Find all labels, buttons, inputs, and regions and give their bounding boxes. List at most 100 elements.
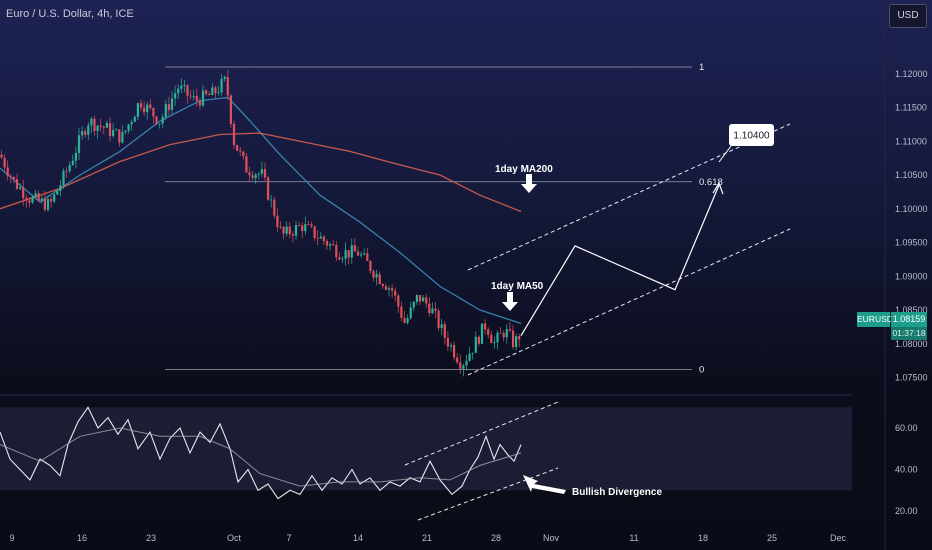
- candle-body: [468, 353, 471, 361]
- candle-body: [431, 308, 434, 314]
- candle-body: [164, 104, 167, 117]
- candle-body: [6, 167, 9, 176]
- ma200-annotation-text: 1day MA200: [495, 164, 553, 175]
- candle-body: [338, 257, 341, 260]
- candle-body: [31, 196, 34, 203]
- price-badge-symbol: EURUSD: [857, 312, 893, 327]
- candle-body: [304, 224, 307, 232]
- candle-body: [260, 169, 263, 174]
- candle-body: [25, 198, 28, 201]
- candle-body: [214, 87, 217, 94]
- candle-body: [418, 295, 422, 302]
- projection-arrowhead: [712, 181, 724, 195]
- channel-upper-line: [467, 123, 791, 271]
- candle-body: [381, 284, 384, 287]
- time-tick-label: Oct: [227, 533, 242, 543]
- candle-body: [502, 333, 505, 338]
- candle-body: [53, 194, 56, 202]
- candle-body: [239, 150, 242, 152]
- candle-body: [257, 173, 260, 175]
- oscillator-tick-label: 20.00: [895, 506, 918, 516]
- candle-body: [372, 271, 375, 278]
- candle-body: [19, 187, 22, 189]
- candle-body: [298, 225, 301, 226]
- candle-body: [15, 179, 19, 189]
- candle-body: [43, 198, 46, 210]
- divergence-arrow-icon: [523, 475, 566, 494]
- candle-body: [263, 169, 267, 178]
- candle-body: [65, 170, 68, 172]
- candle-body: [198, 100, 201, 106]
- candle-body: [344, 250, 347, 259]
- candle-body: [127, 124, 130, 131]
- candle-body: [319, 236, 322, 239]
- candle-body: [403, 317, 406, 323]
- price-tick-label: 1.07500: [895, 373, 928, 383]
- candle-body: [332, 244, 335, 246]
- candle-body: [316, 237, 319, 239]
- candle-body: [99, 125, 102, 127]
- candle-body: [474, 336, 477, 353]
- oscillator-tick-label: 60.00: [895, 423, 918, 433]
- candle-body: [505, 329, 508, 338]
- candle-body: [456, 357, 459, 363]
- time-tick-label: 21: [422, 533, 432, 543]
- candle-body: [118, 129, 121, 143]
- candle-body: [56, 191, 59, 195]
- candle-body: [236, 145, 239, 151]
- candle-body: [81, 131, 84, 136]
- candle-body: [177, 88, 180, 94]
- candle-body: [22, 187, 25, 199]
- candle-body: [484, 323, 487, 330]
- channel-lower-line: [467, 228, 791, 376]
- candle-body: [121, 132, 124, 143]
- candle-body: [130, 121, 133, 125]
- candle-body: [112, 130, 115, 136]
- candle-body: [400, 306, 403, 318]
- candle-body: [251, 175, 254, 179]
- candle-body: [329, 244, 332, 246]
- candle-body: [28, 200, 31, 203]
- candle-body: [437, 310, 440, 328]
- price-tick-label: 1.09000: [895, 271, 928, 281]
- candle-body: [3, 157, 6, 168]
- price-tick-label: 1.10500: [895, 170, 928, 180]
- ma200-arrow-icon: [521, 174, 537, 193]
- candle-body: [422, 297, 425, 302]
- price-tick-label: 1.08500: [895, 305, 928, 315]
- candle-body: [387, 288, 391, 290]
- candle-body: [115, 129, 118, 131]
- candle-body: [465, 360, 468, 366]
- candle-body: [462, 365, 465, 369]
- candle-body: [406, 318, 409, 323]
- candle-body: [136, 103, 139, 117]
- candle-body: [490, 334, 493, 343]
- candle-body: [341, 258, 344, 260]
- candle-body: [350, 245, 353, 258]
- time-tick-label: 14: [353, 533, 363, 543]
- candle-body: [369, 260, 372, 271]
- candle-body: [288, 226, 291, 235]
- candle-body: [453, 345, 456, 358]
- candle-body: [68, 165, 71, 172]
- time-tick-label: 25: [767, 533, 777, 543]
- candle-body: [242, 151, 245, 157]
- candle-body: [223, 76, 226, 79]
- currency-button[interactable]: USD: [889, 4, 927, 28]
- candle-body: [397, 295, 400, 307]
- candle-body: [409, 307, 412, 319]
- candle-body: [155, 116, 158, 124]
- moving-average-line: [0, 96, 522, 325]
- candle-body: [471, 352, 474, 354]
- price-badge-value: 1.08159: [891, 312, 927, 327]
- candle-body: [90, 118, 93, 126]
- candle-body: [291, 234, 294, 236]
- candle-body: [40, 198, 43, 201]
- target-callout-box: [729, 124, 774, 146]
- candle-body: [93, 118, 96, 131]
- candle-body: [279, 226, 282, 228]
- candle-body: [220, 79, 223, 93]
- candle-body: [211, 87, 214, 95]
- candle-body: [310, 224, 313, 227]
